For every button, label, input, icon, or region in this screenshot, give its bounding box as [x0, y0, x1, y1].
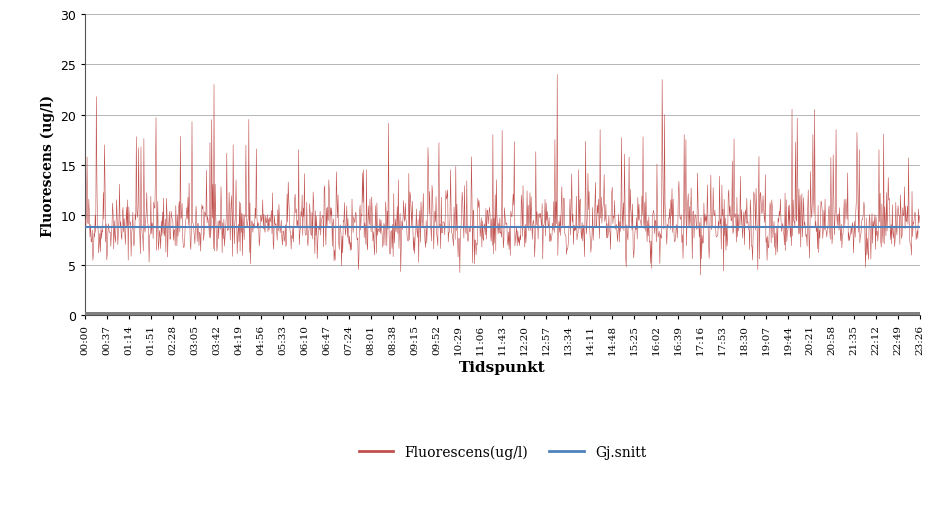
X-axis label: Tidspunkt: Tidspunkt	[459, 360, 546, 374]
Bar	[85, 313, 920, 319]
Y-axis label: Fluorescens (ug/l): Fluorescens (ug/l)	[41, 95, 55, 236]
Legend: Fluorescens(ug/l), Gj.snitt: Fluorescens(ug/l), Gj.snitt	[354, 439, 651, 465]
